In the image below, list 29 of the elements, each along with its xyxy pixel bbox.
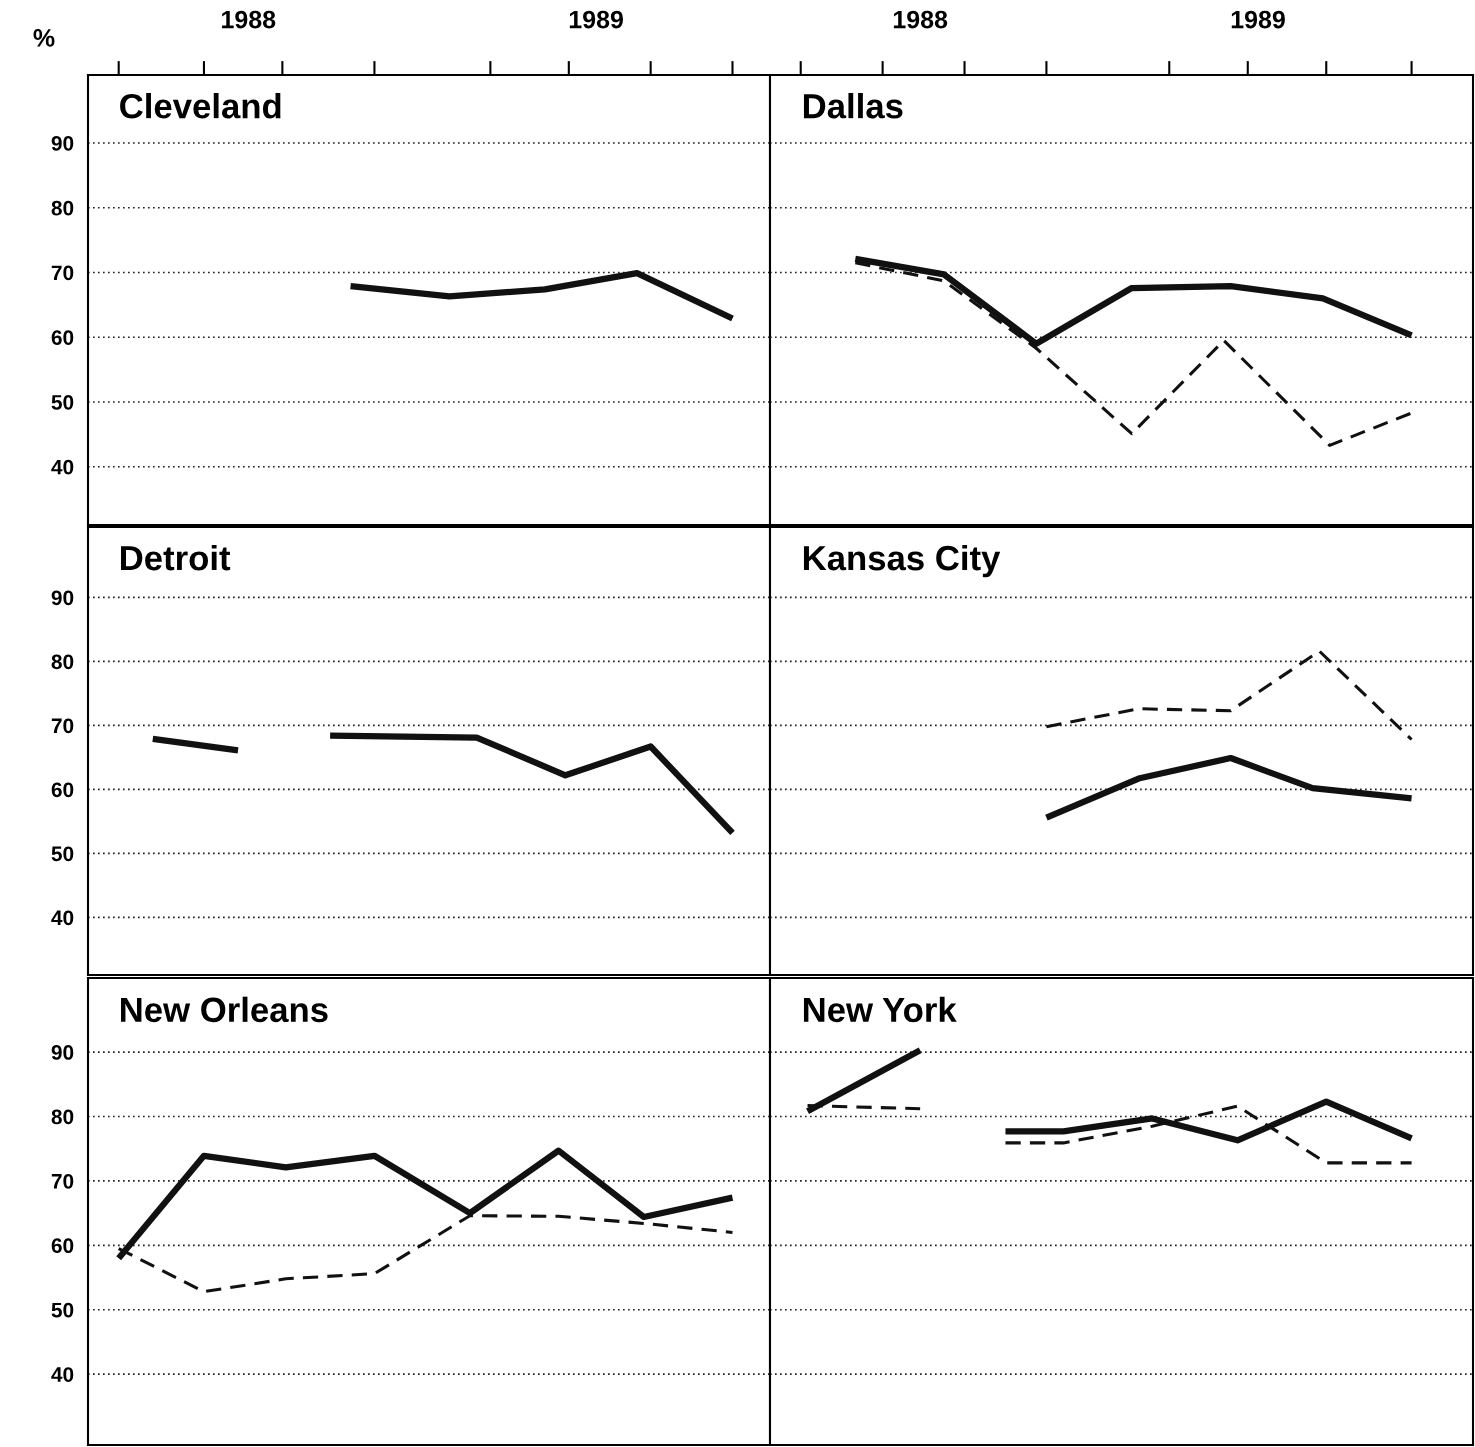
x-tick-label: 1988 xyxy=(222,10,276,29)
y-tick-label: 90 xyxy=(51,590,74,606)
y-tick-label: 50 xyxy=(51,394,74,410)
chart-title: Dallas xyxy=(803,93,903,119)
x-tick-label: 1989 xyxy=(1231,10,1285,29)
y-tick-label: 60 xyxy=(51,782,74,798)
y-tick-label: 70 xyxy=(51,718,74,734)
y-tick-label: 80 xyxy=(51,1109,74,1125)
y-tick-label: 40 xyxy=(51,1367,74,1382)
y-tick-label: 40 xyxy=(51,459,74,475)
y-tick-label: 90 xyxy=(51,1045,74,1060)
y-axis-title: % xyxy=(33,29,55,47)
chart-title: Kansas City xyxy=(803,544,1001,578)
y-tick-label: 50 xyxy=(51,846,74,862)
y-tick-label: 80 xyxy=(51,200,74,216)
y-tick-label: 80 xyxy=(51,654,74,670)
y-tick-label: 50 xyxy=(51,1302,74,1318)
y-tick-label: 90 xyxy=(51,135,74,151)
y-tick-label: 40 xyxy=(51,910,74,926)
chart-title: New Orleans xyxy=(121,996,328,1023)
x-tick-label: 1988 xyxy=(893,10,948,29)
chart-title: Cleveland xyxy=(120,93,281,119)
x-tick-label: 1989 xyxy=(569,10,623,29)
y-tick-label: 70 xyxy=(51,1173,74,1189)
y-tick-label: 60 xyxy=(51,1238,74,1254)
chart-title: Detroit xyxy=(121,544,231,571)
y-tick-label: 60 xyxy=(51,330,74,345)
chart-title: New York xyxy=(803,996,957,1023)
y-tick-label: 70 xyxy=(51,265,74,281)
